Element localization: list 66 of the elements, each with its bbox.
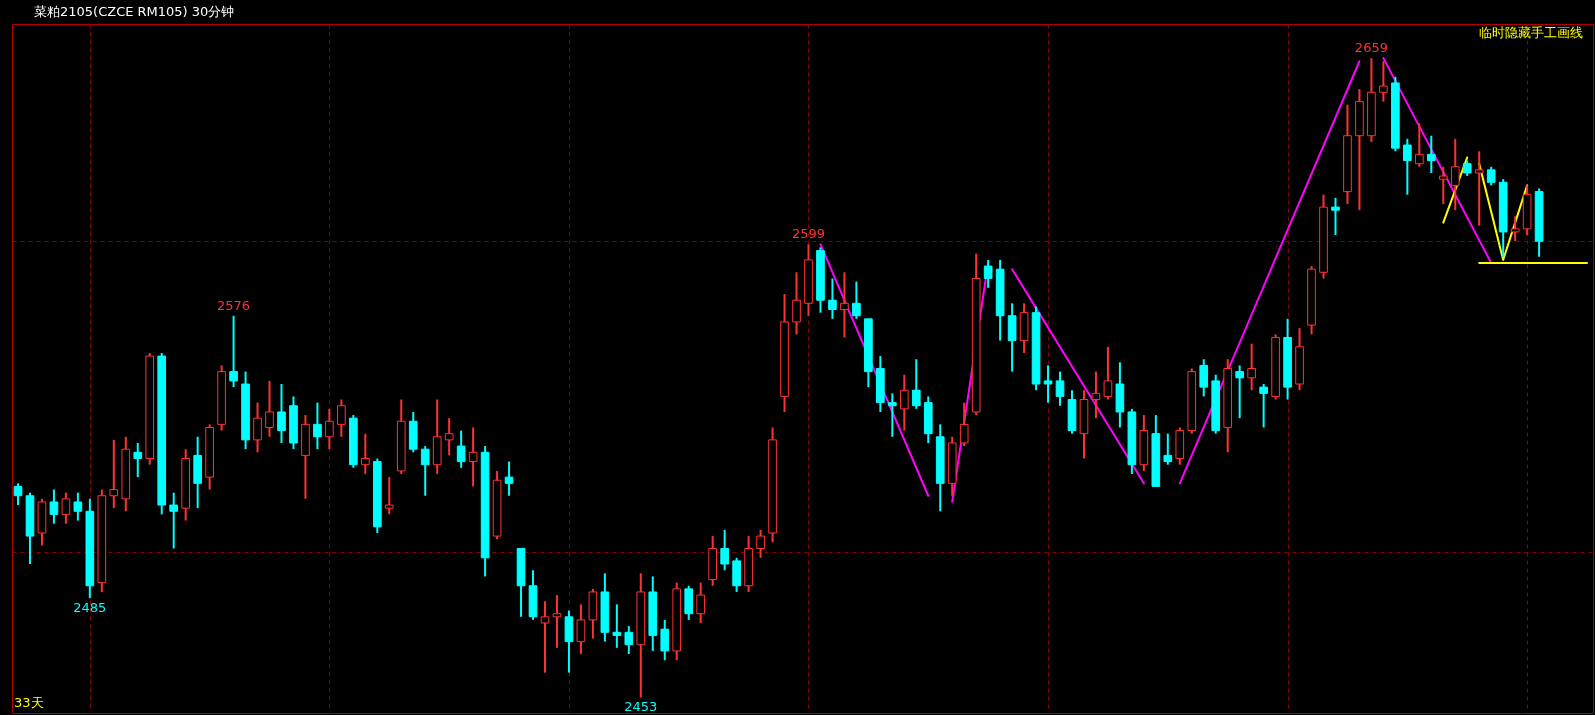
annotation: 临时隐藏手工画线 [1479,25,1583,40]
candlestick [1199,358,1209,398]
candlestick [612,603,622,649]
candlestick [840,271,849,339]
annotation: 33天 [14,695,44,710]
candlestick [13,482,23,507]
candlestick [983,258,993,289]
candlestick [133,441,143,479]
candlestick [420,445,430,497]
annotation: 2485 [73,600,107,616]
candlestick [169,491,179,550]
candlestick [229,314,238,389]
candlestick [265,379,274,438]
candlestick [1379,60,1388,103]
candlestick [73,491,83,522]
candlestick [1259,383,1268,429]
candlestick [660,618,670,662]
candlestick [1091,370,1101,420]
candlestick [361,432,370,476]
candlestick [624,625,634,656]
candlestick [720,528,729,572]
candlestick [1235,364,1244,420]
candlestick [49,488,59,525]
candlestick [899,373,909,432]
candlestick [1474,150,1484,227]
candlestick [1055,370,1065,407]
candlestick [253,401,262,454]
candlestick [1450,137,1460,212]
candlestick [313,401,322,451]
candlestick [828,277,837,320]
annotation: 2576 [217,297,251,313]
candlestick [444,417,454,457]
candlestick [337,398,346,438]
candlestick [1486,165,1496,187]
candlestick [1426,134,1436,174]
candlestick [959,401,969,448]
candlestick [852,280,861,320]
candlestick [576,603,586,656]
candlestick [552,594,562,649]
candlestick [456,429,466,469]
annotation: 2659 [1354,40,1388,56]
candlestick [911,358,921,410]
candlestick [1438,165,1448,206]
annotation: 2599 [791,226,826,242]
candlestick [504,460,514,497]
candlestick [1163,432,1173,466]
candlestick [792,271,801,336]
candlestick [1331,196,1340,237]
candlestick [1103,345,1113,401]
candlestick [888,392,897,438]
chart-title: 菜粕2105(CZCE RM105) 30分钟 [34,4,235,19]
candlestick [1415,122,1424,168]
candlestick [1403,137,1412,196]
candlestick [1247,342,1256,392]
annotation: 2453 [624,699,658,715]
candlestick [61,491,71,525]
candlestick [325,407,334,451]
candlestick [696,581,706,624]
candlestick [1043,364,1053,404]
candlestick [540,600,550,674]
candlestick [384,476,394,516]
candlestick [277,383,286,444]
candlestick [756,528,765,559]
candlestick [468,426,478,488]
candlestick [1510,215,1520,243]
candlestick [109,438,119,510]
